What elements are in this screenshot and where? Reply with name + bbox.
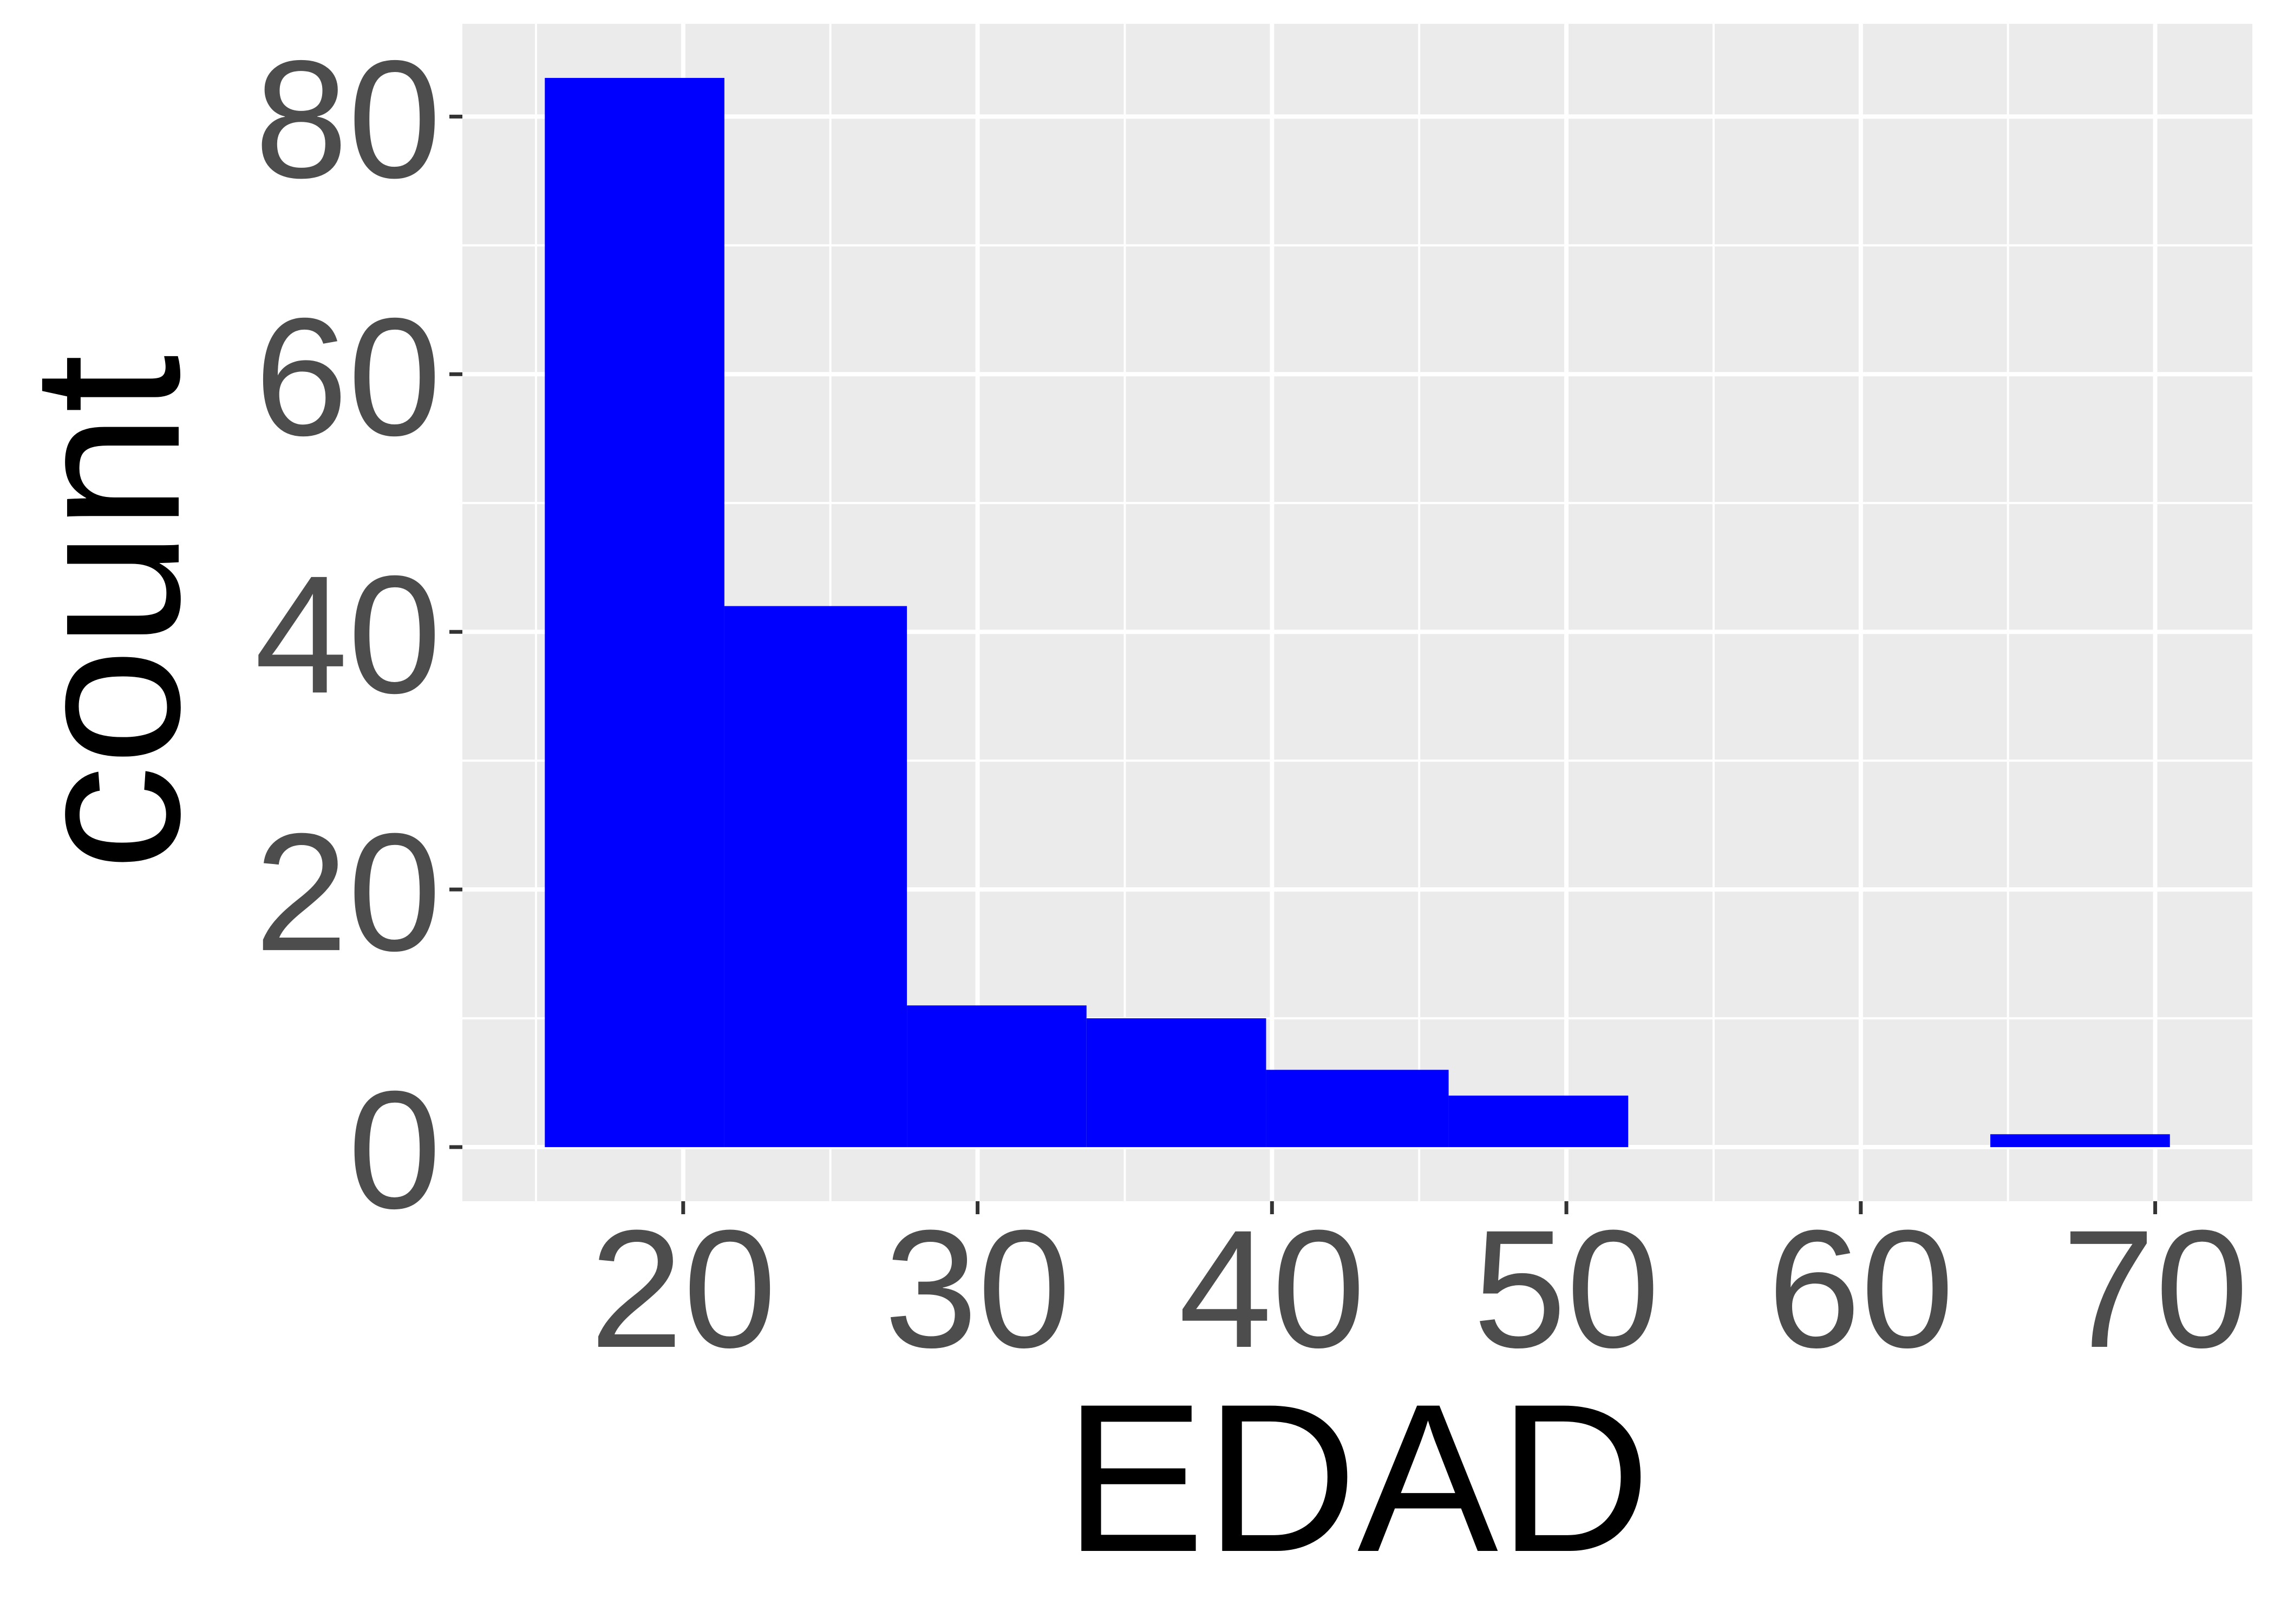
histogram-bar bbox=[1086, 1018, 1266, 1148]
x-tick-labels: 20 30 40 50 60 70 bbox=[590, 1195, 2249, 1383]
x-axis-title: EDAD bbox=[1064, 1360, 1651, 1596]
x-tick-label: 60 bbox=[1767, 1195, 1954, 1383]
histogram-bar bbox=[907, 1005, 1087, 1148]
y-tick-label: 40 bbox=[254, 540, 441, 728]
x-tick-label: 20 bbox=[590, 1195, 776, 1383]
histogram-bar bbox=[1990, 1134, 2170, 1148]
histogram-bars bbox=[545, 77, 2170, 1148]
x-tick-label: 40 bbox=[1179, 1195, 1365, 1383]
y-tick-label: 0 bbox=[348, 1056, 441, 1243]
histogram-bar bbox=[724, 606, 907, 1148]
histogram-bar bbox=[545, 77, 724, 1148]
histogram-bar bbox=[1448, 1095, 1629, 1148]
y-tick-label: 80 bbox=[254, 25, 441, 213]
y-tick-labels: 0 20 40 60 80 bbox=[254, 25, 441, 1243]
x-tick-label: 70 bbox=[2062, 1195, 2249, 1383]
x-tick-label: 30 bbox=[884, 1195, 1071, 1383]
y-axis-title: count bbox=[0, 354, 224, 871]
y-tick-label: 60 bbox=[254, 283, 441, 470]
histogram-bar bbox=[1266, 1070, 1449, 1148]
x-tick-label: 50 bbox=[1473, 1195, 1660, 1383]
y-tick-label: 20 bbox=[254, 798, 441, 986]
axis-ticks bbox=[449, 114, 2158, 1214]
